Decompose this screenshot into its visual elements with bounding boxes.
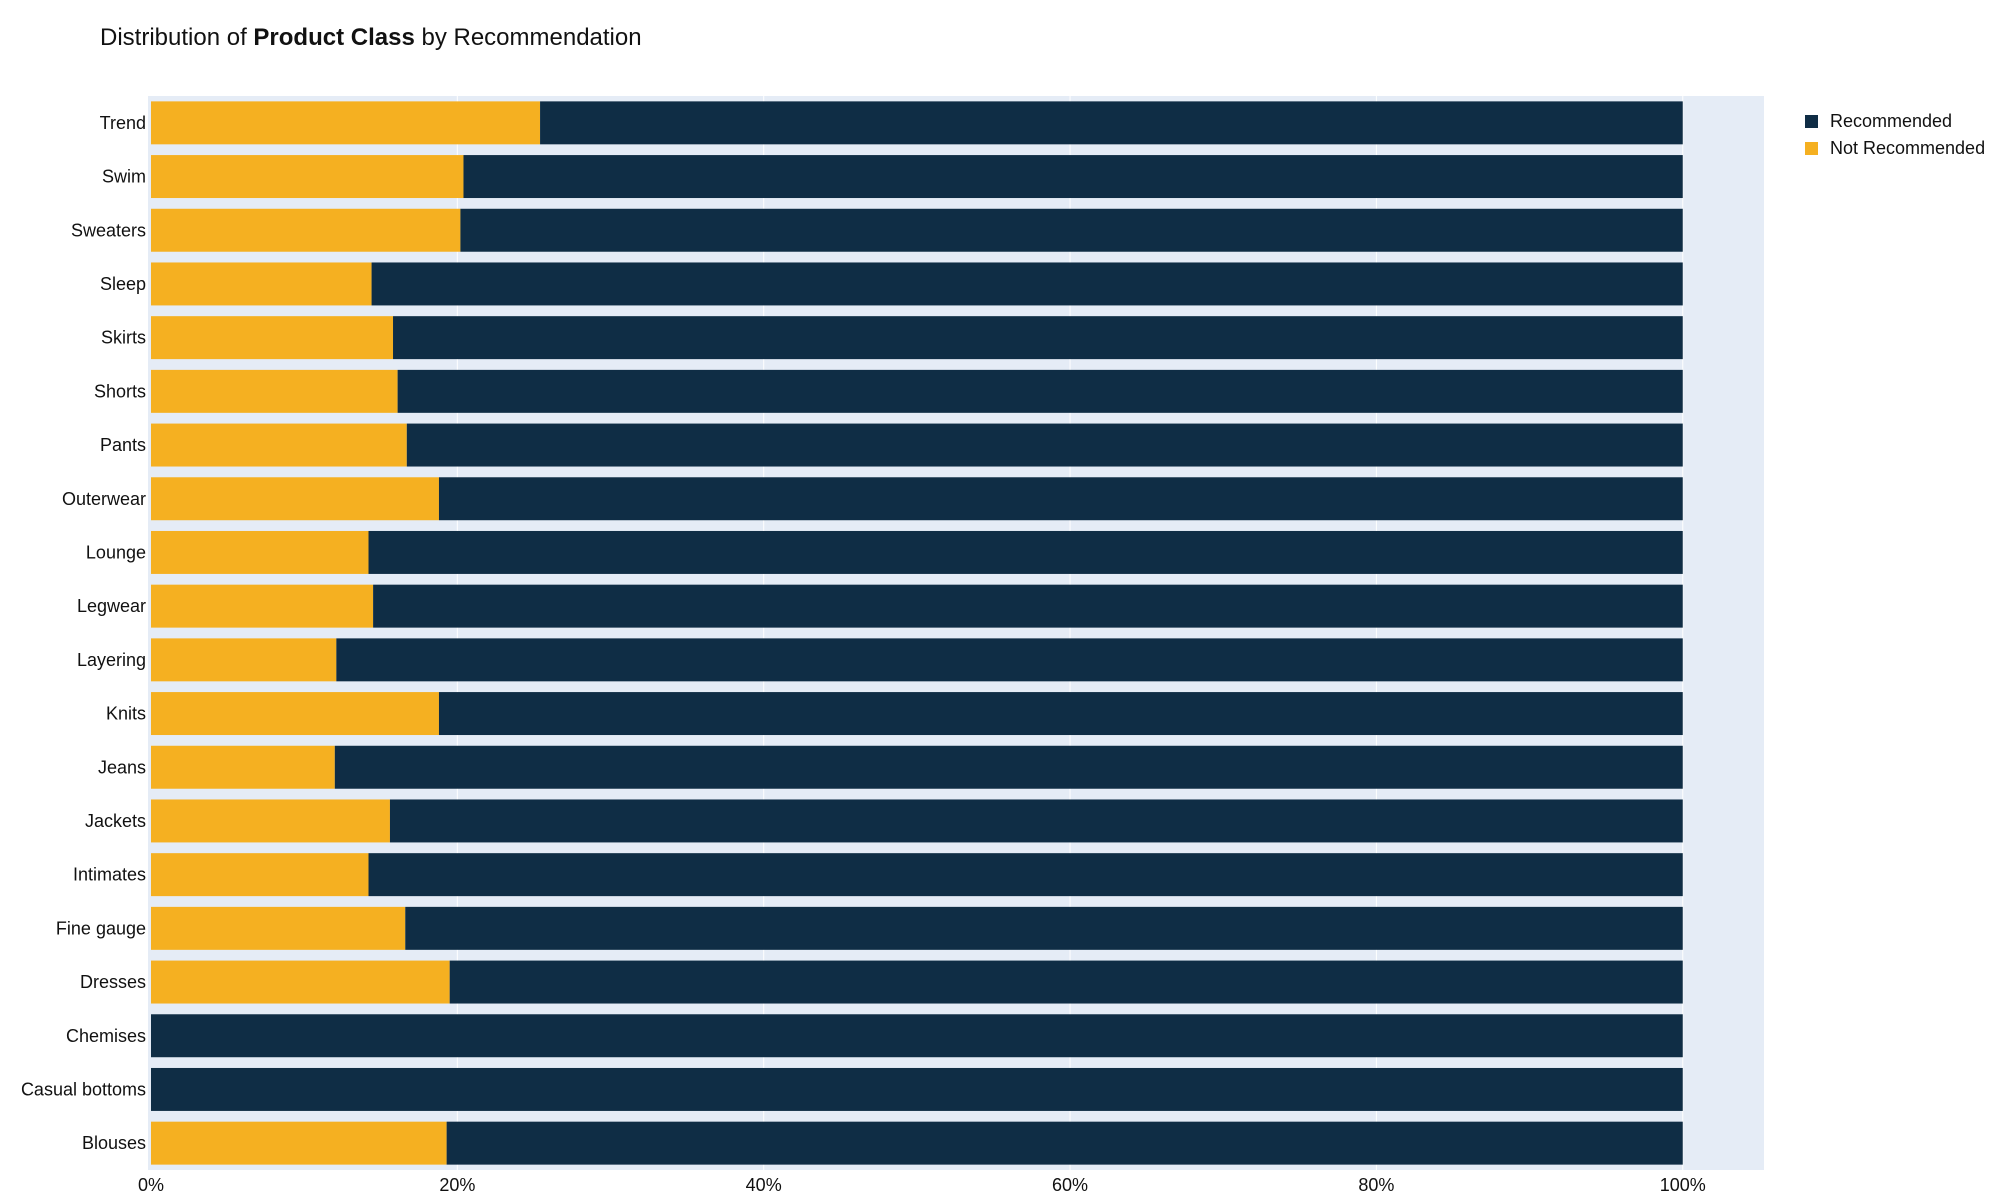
bar-not-recommended-layering[interactable] (151, 638, 337, 682)
bar-recommended-knits[interactable] (438, 692, 1683, 736)
y-label-legwear: Legwear (77, 596, 146, 616)
y-label-blouses: Blouses (82, 1133, 146, 1153)
bar-recommended-swim[interactable] (463, 155, 1683, 199)
plot-background (148, 96, 1764, 1170)
chart-title-prefix: Distribution of (100, 24, 254, 51)
bars (151, 101, 1683, 1165)
y-label-skirts: Skirts (101, 328, 146, 348)
bar-recommended-fine-gauge[interactable] (405, 906, 1683, 950)
y-label-knits: Knits (106, 704, 146, 724)
y-label-dresses: Dresses (80, 972, 146, 992)
bar-not-recommended-sweaters[interactable] (151, 208, 461, 252)
bar-not-recommended-intimates[interactable] (151, 853, 369, 897)
legend: Recommended Not Recommended (1805, 108, 1985, 162)
bar-not-recommended-legwear[interactable] (151, 584, 374, 628)
legend-swatch-recommended (1805, 115, 1818, 128)
bar-recommended-dresses[interactable] (449, 960, 1683, 1004)
x-tick-label-1: 20% (439, 1175, 475, 1195)
y-axis-labels: Trend Swim Sweaters Sleep Skirts Shorts Pants O… (21, 113, 146, 1153)
bar-not-recommended-jeans[interactable] (151, 745, 335, 789)
chart-title-bold: Product Class (253, 24, 415, 51)
y-label-lounge: Lounge (86, 542, 146, 562)
bar-recommended-legwear[interactable] (373, 584, 1683, 628)
bar-not-recommended-skirts[interactable] (151, 316, 394, 360)
y-label-intimates: Intimates (73, 865, 146, 885)
legend-label-not-recommended: Not Recommended (1830, 138, 1986, 158)
y-label-fine-gauge: Fine gauge (56, 918, 146, 938)
x-tick-label-0: 0% (138, 1175, 164, 1195)
bar-recommended-pants[interactable] (406, 423, 1683, 467)
bar-recommended-casual-bottoms[interactable] (151, 1067, 1683, 1111)
bar-not-recommended-dresses[interactable] (151, 960, 450, 1004)
y-label-chemises: Chemises (66, 1026, 146, 1046)
bar-not-recommended-shorts[interactable] (151, 369, 398, 413)
bar-recommended-outerwear[interactable] (438, 477, 1683, 521)
y-label-sweaters: Sweaters (71, 220, 146, 240)
bar-not-recommended-knits[interactable] (151, 692, 439, 736)
y-label-swim: Swim (102, 167, 146, 187)
chart-title-suffix: by Recommendation (414, 24, 642, 51)
legend-swatch-not-recommended (1805, 142, 1818, 155)
bar-not-recommended-pants[interactable] (151, 423, 407, 467)
bar-not-recommended-lounge[interactable] (151, 530, 369, 574)
bar-recommended-blouses[interactable] (446, 1121, 1683, 1165)
y-label-jackets: Jackets (85, 811, 146, 831)
bar-not-recommended-swim[interactable] (151, 155, 464, 199)
bar-not-recommended-sleep[interactable] (151, 262, 372, 306)
bar-recommended-jeans[interactable] (334, 745, 1683, 789)
y-label-layering: Layering (77, 650, 146, 670)
bar-recommended-lounge[interactable] (368, 530, 1683, 574)
y-label-outerwear: Outerwear (62, 489, 146, 509)
x-tick-label-3: 60% (1052, 1175, 1088, 1195)
bar-recommended-layering[interactable] (336, 638, 1683, 682)
x-tick-label-4: 80% (1358, 1175, 1394, 1195)
bar-recommended-sweaters[interactable] (460, 208, 1683, 252)
bar-recommended-jackets[interactable] (389, 799, 1683, 843)
bar-not-recommended-blouses[interactable] (151, 1121, 447, 1165)
y-label-casual-bottoms: Casual bottoms (21, 1079, 146, 1099)
chart-title: Distribution of Product Class by Recomme… (100, 24, 642, 52)
y-label-jeans: Jeans (98, 757, 146, 777)
legend-label-recommended: Recommended (1830, 111, 1953, 131)
bar-recommended-intimates[interactable] (368, 853, 1683, 897)
x-axis-tick-labels: 0% 20% 40% 60% 80% 100% (138, 1175, 1706, 1195)
bar-not-recommended-fine-gauge[interactable] (151, 906, 406, 950)
bar-not-recommended-jackets[interactable] (151, 799, 390, 843)
bar-recommended-sleep[interactable] (371, 262, 1683, 306)
y-label-pants: Pants (100, 435, 146, 455)
x-tick-label-5: 100% (1660, 1175, 1706, 1195)
bar-recommended-trend[interactable] (540, 101, 1683, 145)
bar-not-recommended-outerwear[interactable] (151, 477, 439, 521)
bar-recommended-chemises[interactable] (151, 1014, 1683, 1058)
bar-recommended-shorts[interactable] (397, 369, 1683, 413)
legend-item-recommended[interactable]: Recommended (1805, 108, 1985, 135)
y-label-sleep: Sleep (100, 274, 146, 294)
y-label-shorts: Shorts (94, 381, 146, 401)
bar-recommended-skirts[interactable] (393, 316, 1683, 360)
y-label-trend: Trend (100, 113, 146, 133)
x-tick-label-2: 40% (746, 1175, 782, 1195)
bar-not-recommended-trend[interactable] (151, 101, 541, 145)
legend-item-not-recommended[interactable]: Not Recommended (1805, 135, 1985, 162)
